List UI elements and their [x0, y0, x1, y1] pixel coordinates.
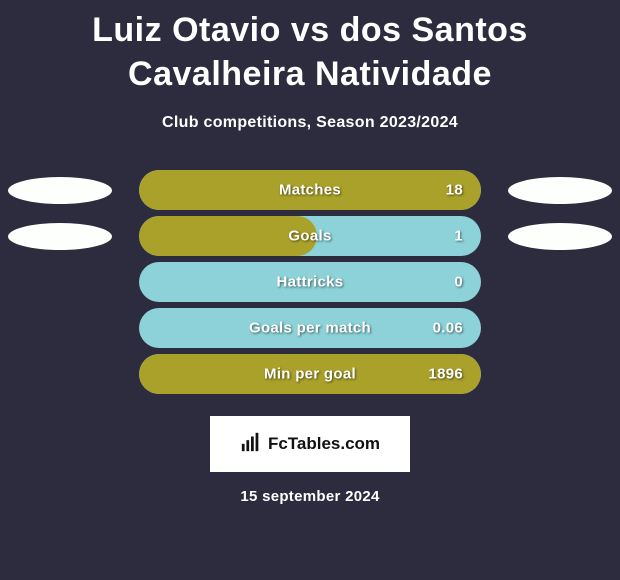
- stat-row: Goals per match 0.06: [0, 308, 620, 348]
- stat-bar: Hattricks 0: [139, 262, 481, 302]
- stat-value: 1896: [428, 366, 463, 383]
- stat-row: Min per goal 1896: [0, 354, 620, 394]
- stat-label: Matches: [279, 182, 341, 199]
- left-ellipse: [8, 177, 112, 204]
- fctables-logo: FcTables.com: [210, 416, 410, 472]
- stat-row: Matches 18: [0, 170, 620, 210]
- stat-row: Goals 1: [0, 216, 620, 256]
- right-ellipse: [508, 177, 612, 204]
- subtitle: Club competitions, Season 2023/2024: [0, 114, 620, 132]
- stat-bar: Matches 18: [139, 170, 481, 210]
- stat-bar: Goals 1: [139, 216, 481, 256]
- logo-text: FcTables.com: [268, 434, 380, 454]
- bar-chart-icon: [240, 431, 262, 458]
- stat-value: 1: [454, 228, 463, 245]
- stat-label: Goals: [288, 228, 331, 245]
- stat-label: Goals per match: [249, 320, 371, 337]
- stat-row: Hattricks 0: [0, 262, 620, 302]
- right-ellipse: [508, 223, 612, 250]
- stat-value: 0.06: [433, 320, 463, 337]
- stat-label: Min per goal: [264, 366, 356, 383]
- stat-bar: Goals per match 0.06: [139, 308, 481, 348]
- stat-rows: Matches 18 Goals 1 Hattricks 0 Goals per match…: [0, 170, 620, 394]
- left-ellipse: [8, 223, 112, 250]
- stat-value: 18: [446, 182, 463, 199]
- stat-value: 0: [454, 274, 463, 291]
- page-title: Luiz Otavio vs dos Santos Cavalheira Nat…: [0, 0, 620, 96]
- stat-label: Hattricks: [277, 274, 344, 291]
- stat-bar: Min per goal 1896: [139, 354, 481, 394]
- date-text: 15 september 2024: [0, 488, 620, 505]
